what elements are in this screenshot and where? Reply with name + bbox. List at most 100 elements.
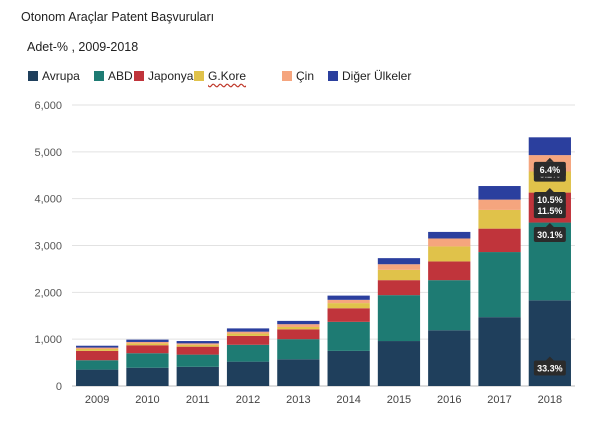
legend-item-gkore: G.Kore [194,69,246,83]
legend-swatch [94,71,104,81]
y-tick-label: 5,000 [34,147,62,159]
bar-segment [226,361,270,386]
bar-segment [327,303,370,309]
bar-segment [76,350,119,361]
legend-swatch [28,71,38,81]
bar-segment [327,295,370,300]
bar-segment [478,186,521,200]
x-tick-label: 2012 [236,394,260,406]
bar-segment [478,209,521,229]
bar-segment [377,341,421,386]
data-label-box [533,227,566,243]
bar-segment [428,231,471,239]
data-label: 6.4% [540,165,561,175]
bar-segment [428,246,471,262]
bar-segment [478,199,521,210]
bar-segment [327,350,370,386]
bar-segment [478,228,521,253]
bar-segment [76,349,119,351]
data-label: 30.1% [537,230,563,240]
bar-segment [76,369,119,386]
bar-segment [176,346,219,355]
data-label-pointer [545,157,554,162]
bar-segment [226,335,270,345]
bar-segment [377,264,421,270]
bar-segment [226,333,270,336]
data-label-box [533,192,566,208]
legend-item-cin: Çin [282,69,314,83]
bar-segment [126,353,169,368]
bar-segment [428,280,471,331]
bar-segment [277,329,320,340]
x-tick-label: 2018 [538,394,562,406]
legend-label: Çin [296,69,315,83]
chart-title: Otonom Araçlar Patent Başvuruları [21,10,215,24]
bar-segment [126,345,169,354]
bar-segment [478,252,521,318]
x-tick-label: 2015 [387,394,411,406]
bar-segment [226,328,270,332]
bar-segment [126,343,169,346]
legend-item-diger: Diğer Ülkeler [328,69,411,83]
bar-segment [176,354,219,367]
data-label-box [533,360,566,376]
legend-swatch [328,71,338,81]
bar-segment [478,317,521,386]
bar-segment [528,137,571,156]
legend-item-japonya: Japonya [134,69,193,83]
y-tick-label: 1,000 [34,334,62,346]
legend-swatch [282,71,292,81]
bar-segment [377,269,421,281]
bar-segment [176,341,219,344]
bar-segment [377,258,421,265]
x-tick-label: 2014 [336,394,360,406]
legend-item-abd: ABD [94,69,133,83]
x-tick-label: 2009 [85,394,109,406]
bar-segment [277,324,320,327]
legend-swatch [134,71,144,81]
y-tick-label: 3,000 [34,241,62,253]
bar-segment [226,344,270,362]
x-tick-label: 2013 [286,394,310,406]
data-label: 11.5% [537,206,562,216]
legend-label: Diğer Ülkeler [342,69,412,83]
bar-segment [126,341,169,344]
bar-segment [428,330,471,386]
bar-segment [277,359,320,386]
y-tick-label: 4,000 [34,194,62,206]
bar-segment [176,344,219,347]
bar-segment [277,339,320,360]
bar-segment [76,347,119,350]
x-tick-label: 2010 [135,394,159,406]
y-tick-label: 0 [56,381,62,393]
x-tick-label: 2011 [186,394,210,406]
legend-label: ABD [108,69,133,83]
bar-segment [428,261,471,281]
legend-item-avrupa: Avrupa [28,69,80,83]
bar-segment [377,280,421,296]
bar-segment [327,308,370,322]
bar-segment [176,343,219,345]
y-tick-label: 2,000 [34,287,62,299]
bar-segment [76,360,119,370]
y-tick-label: 6,000 [34,100,62,112]
data-label: 10.5% [537,195,563,205]
bar-segment [327,299,370,304]
chart-subtitle: Adet-% , 2009-2018 [27,40,139,54]
x-tick-label: 2016 [437,394,461,406]
legend-swatch [194,71,204,81]
bar-segment [327,321,370,351]
bar-segment [126,339,169,342]
data-label-box [533,161,566,177]
legend-label: G.Kore [208,69,247,83]
bar-segment [428,238,471,247]
legend-label: Avrupa [42,69,80,83]
data-label-pointer [545,356,554,361]
bar-segment [176,366,219,386]
bar-segment [226,331,270,334]
data-label-pointer [545,223,554,228]
bar-segment [377,295,421,342]
data-label: 33.3% [537,364,563,374]
bar-segment [277,320,320,325]
